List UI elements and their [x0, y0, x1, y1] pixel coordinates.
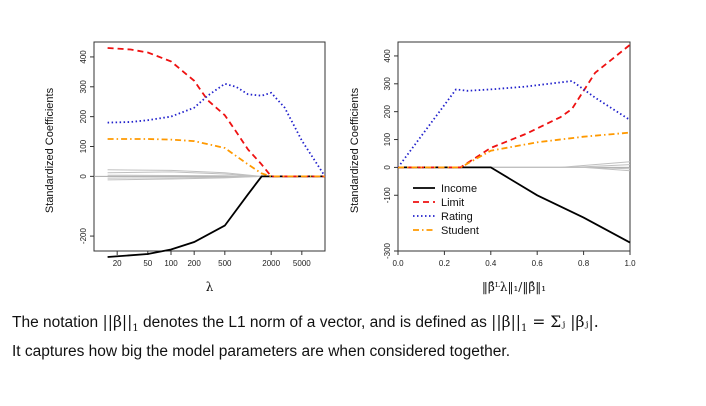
caption-line-1: The notation ||β||1 denotes the L1 norm …: [12, 313, 599, 334]
x-tick-label: 0.4: [485, 259, 497, 268]
legend-label-income: Income: [441, 183, 477, 195]
x-axis-label: λ: [206, 280, 214, 294]
x-tick-label: 0.8: [578, 259, 590, 268]
series-line-limit: [107, 47, 325, 178]
legend-label-student: Student: [441, 225, 479, 237]
y-tick-label: 0: [79, 174, 88, 179]
legend-label-rating: Rating: [441, 211, 473, 223]
y-tick-label: 400: [79, 50, 88, 64]
series-line-rating: [107, 82, 326, 177]
x-tick-label: 2000: [262, 259, 280, 268]
x-tick-label: 100: [164, 259, 178, 268]
x-tick-label: 500: [218, 259, 232, 268]
y-tick-label: 200: [79, 109, 88, 123]
x-tick-label: 200: [187, 259, 201, 268]
series-line-limit: [398, 44, 631, 169]
x-tick-label: 50: [143, 259, 152, 268]
y-tick-label: 100: [383, 132, 392, 146]
norm-expression: ||β||1: [102, 313, 139, 335]
caption-prefix: The notation: [12, 314, 99, 331]
legend-label-limit: Limit: [441, 197, 464, 209]
y-tick-label: 300: [79, 80, 88, 94]
y-tick-label: -300: [383, 242, 392, 259]
definition-expression: ||β||1 = Σⱼ |βⱼ|.: [491, 313, 599, 335]
y-tick-label: 0: [383, 165, 392, 170]
y-axis-label: Standardized Coefficients: [44, 87, 56, 213]
x-tick-label: 0.2: [439, 259, 451, 268]
caption-line-2: It captures how big the model parameters…: [12, 343, 511, 360]
series-line-income: [107, 175, 325, 258]
series-line-income: [398, 166, 631, 244]
series-line-student: [398, 131, 631, 169]
y-axis-label: Standardized Coefficients: [349, 87, 361, 213]
y-tick-label: -100: [383, 187, 392, 204]
y-tick-label: -200: [79, 228, 88, 245]
l1-ratio-coefficient-path-plot: -300 -100 0 100 200 300 400 0.0 0.2 0.4 0.6 0.8 1.0 S…: [349, 41, 636, 294]
series-line-student: [107, 138, 325, 178]
x-tick-label: 1.0: [624, 259, 636, 268]
plot-frame: [93, 41, 326, 252]
y-tick-label: 200: [383, 104, 392, 118]
x-tick-label: 20: [113, 259, 122, 268]
caption-middle: denotes the L1 norm of a vector, and is …: [143, 314, 487, 331]
x-tick-label: 5000: [293, 259, 311, 268]
y-tick-label: 300: [383, 77, 392, 91]
y-tick-label: 100: [79, 139, 88, 153]
x-tick-label: 0.0: [392, 259, 404, 268]
plot-frame: [397, 41, 631, 252]
x-axis-label: ‖β̂ᴸλ‖₁/‖β̂‖₁: [482, 280, 546, 294]
series-line-rating: [397, 80, 631, 168]
y-tick-label: 400: [383, 49, 392, 63]
lambda-coefficient-path-plot: -200 0 100 200 300 400 20 50 100 200 500 2000 5000 St…: [44, 41, 326, 294]
x-tick-label: 0.6: [532, 259, 544, 268]
